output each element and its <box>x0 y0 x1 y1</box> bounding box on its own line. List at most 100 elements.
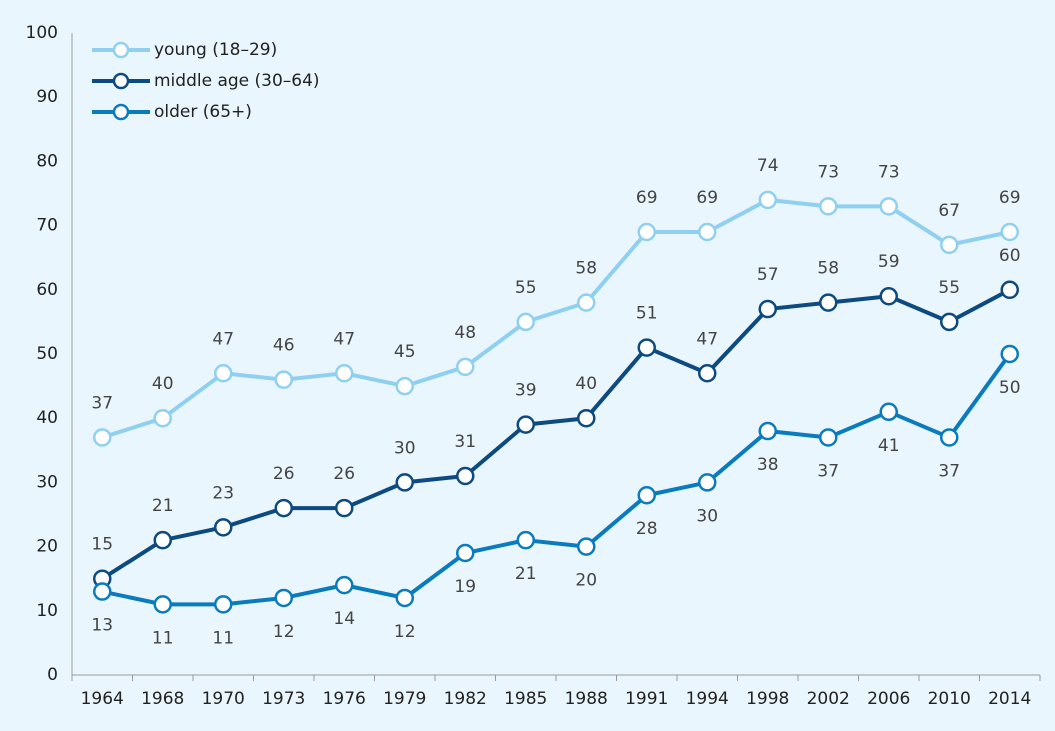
y-tick-label: 100 <box>26 23 58 43</box>
point <box>214 364 233 383</box>
point <box>153 595 172 614</box>
point <box>1000 344 1019 364</box>
data-label: 47 <box>333 329 355 349</box>
point <box>819 197 838 216</box>
x-tick-label: 1985 <box>504 689 547 709</box>
legend-marker <box>112 103 130 121</box>
data-label: 73 <box>817 162 839 182</box>
data-label: 14 <box>333 609 355 629</box>
data-label: 19 <box>454 577 476 597</box>
y-tick-label: 20 <box>36 537 58 557</box>
x-tick-label: 2010 <box>928 689 971 709</box>
data-label: 30 <box>696 506 718 526</box>
data-label: 57 <box>757 265 779 285</box>
x-tick-label: 1968 <box>141 689 184 709</box>
point <box>456 357 475 377</box>
point <box>93 582 112 601</box>
data-label: 13 <box>91 616 113 636</box>
x-tick-label: 1991 <box>625 689 668 709</box>
x-tick-label: 2014 <box>988 689 1031 709</box>
point <box>153 408 172 428</box>
point <box>940 428 959 447</box>
point <box>819 293 838 312</box>
point <box>698 473 717 492</box>
data-label: 69 <box>999 188 1021 208</box>
data-label: 12 <box>273 622 295 642</box>
data-label: 26 <box>273 464 295 484</box>
x-tick-label: 1994 <box>686 689 729 709</box>
data-label: 47 <box>212 329 234 349</box>
point <box>819 428 838 447</box>
data-label: 45 <box>394 342 416 362</box>
data-label: 48 <box>454 323 476 343</box>
point <box>395 588 414 608</box>
point <box>516 530 535 550</box>
data-label: 20 <box>575 571 597 591</box>
point <box>577 537 596 556</box>
data-label: 39 <box>515 381 537 401</box>
point <box>940 312 959 332</box>
y-tick-label: 90 <box>36 87 58 107</box>
y-tick-label: 10 <box>36 601 58 621</box>
data-label: 12 <box>394 622 416 642</box>
point <box>577 408 596 428</box>
x-tick-label: 1979 <box>383 689 426 709</box>
point <box>1000 222 1019 242</box>
y-tick-label: 60 <box>36 280 58 300</box>
data-label: 37 <box>938 461 960 481</box>
x-tick-label: 1976 <box>323 689 366 709</box>
data-label: 55 <box>515 278 537 298</box>
legend-label: young (18–29) <box>154 40 277 60</box>
x-tick-label: 1998 <box>746 689 789 709</box>
data-label: 51 <box>636 304 658 324</box>
data-label: 21 <box>152 496 174 516</box>
point <box>335 364 354 383</box>
point <box>274 498 293 518</box>
series-line <box>101 288 1011 581</box>
data-label: 11 <box>212 628 234 648</box>
data-label: 50 <box>999 378 1021 398</box>
point <box>758 190 777 210</box>
x-tick-label: 1988 <box>565 689 608 709</box>
point <box>516 415 535 434</box>
point <box>879 197 898 216</box>
point <box>758 299 777 319</box>
y-tick-label: 50 <box>36 344 58 364</box>
y-tick-label: 0 <box>47 665 58 685</box>
point <box>879 286 898 306</box>
point <box>214 595 233 614</box>
point <box>577 293 596 312</box>
legend-label: older (65+) <box>154 102 252 122</box>
point <box>274 588 293 608</box>
data-label: 23 <box>212 483 234 503</box>
data-label: 73 <box>878 162 900 182</box>
point <box>698 222 717 242</box>
data-label: 37 <box>91 393 113 413</box>
data-label: 69 <box>696 188 718 208</box>
point <box>637 485 656 505</box>
data-label: 74 <box>757 156 779 176</box>
data-label: 41 <box>878 436 900 456</box>
data-label: 37 <box>817 461 839 481</box>
point <box>153 530 172 550</box>
data-label: 28 <box>636 519 658 539</box>
y-tick-label: 80 <box>36 151 58 171</box>
point <box>214 518 233 537</box>
point <box>395 473 414 492</box>
y-tick-label: 70 <box>36 216 58 236</box>
data-label: 21 <box>515 564 537 584</box>
data-label: 26 <box>333 464 355 484</box>
point <box>274 370 293 389</box>
x-tick-label: 2006 <box>867 689 910 709</box>
point <box>940 235 959 255</box>
data-label: 38 <box>757 455 779 475</box>
point <box>1000 280 1019 300</box>
data-label: 40 <box>575 374 597 394</box>
data-label: 30 <box>394 438 416 458</box>
x-tick-label: 1973 <box>262 689 305 709</box>
point <box>335 575 354 595</box>
y-tick-label: 30 <box>36 472 58 492</box>
data-label: 11 <box>152 628 174 648</box>
